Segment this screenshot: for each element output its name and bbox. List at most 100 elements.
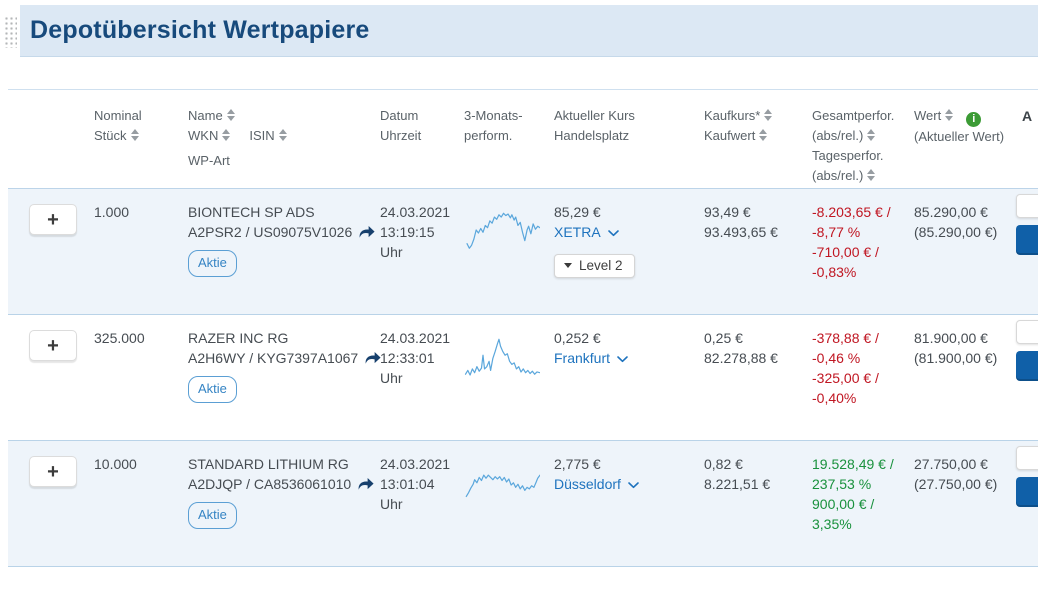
name-cell: RAZER INC RG A2H6WY / KYG7397A1067 Aktie — [182, 315, 381, 440]
wp-art-badge: Aktie — [188, 250, 237, 277]
datetime-cell: 24.03.2021 13:01:04 Uhr — [374, 441, 458, 566]
nominal-cell: 325.000 — [88, 315, 182, 440]
security-name: STANDARD LITHIUM RG — [188, 456, 349, 472]
nominal-value: 325.000 — [94, 330, 145, 346]
goto-security-arrow-icon[interactable] — [357, 477, 374, 491]
buy-cell: 0,25 € 82.278,88 € — [698, 315, 806, 440]
expand-row-button[interactable]: + — [29, 456, 77, 487]
header-datum: Datum Uhrzeit — [380, 108, 422, 143]
date: 24.03.2021 — [380, 330, 451, 346]
goto-security-arrow-icon[interactable] — [364, 351, 381, 365]
perf-total-rel: -8,77 % — [812, 224, 861, 240]
action-secondary-button[interactable] — [1016, 446, 1038, 470]
sort-icon-stueck[interactable] — [130, 129, 140, 141]
header-name: Name WKN ISIN WP-Art — [182, 106, 374, 188]
header-wert: Wert i (Aktueller Wert) — [914, 108, 1005, 144]
exchange-link[interactable]: Frankfurt — [554, 348, 628, 368]
table-row: + 325.000 RAZER INC RG A2H6WY / KYG7397A… — [8, 315, 1038, 441]
value: 85.290,00 € — [914, 204, 988, 220]
datetime-cell: 24.03.2021 13:19:15 Uhr — [374, 189, 458, 314]
value-current: (81.900,00 €) — [914, 350, 998, 366]
exchange-link[interactable]: XETRA — [554, 222, 619, 242]
sort-icon-wert[interactable] — [945, 109, 954, 121]
price-cell: 2,775 € Düsseldorf — [548, 441, 698, 566]
time: 13:01:04 Uhr — [380, 476, 435, 512]
expand-row-button[interactable]: + — [29, 330, 77, 361]
current-price: 0,252 € — [554, 330, 601, 346]
value-cell: 27.750,00 € (27.750,00 €) — [908, 441, 1016, 566]
goto-security-arrow-icon[interactable] — [358, 225, 375, 239]
sort-icon-wkn[interactable] — [222, 129, 231, 141]
performance-cell: 19.528,49 € / 237,53 % 900,00 € / 3,35% — [806, 441, 908, 566]
current-price: 85,29 € — [554, 204, 601, 220]
perf-total-abs: 19.528,49 € / — [812, 456, 894, 472]
header-aktionen: A — [1022, 108, 1033, 124]
three-month-sparkline — [465, 474, 541, 498]
sparkline-cell — [458, 315, 548, 440]
exchange-link[interactable]: Düsseldorf — [554, 474, 639, 494]
nominal-cell: 1.000 — [88, 189, 182, 314]
wkn-isin: A2DJQP / CA8536061010 — [188, 476, 352, 492]
sort-icon-isin[interactable] — [278, 129, 288, 141]
drag-dots-icon — [3, 14, 17, 48]
value: 81.900,00 € — [914, 330, 988, 346]
depot-table: Nominal Stück Name WKN ISIN WP-Art Datum … — [8, 89, 1038, 567]
expand-cell: + — [8, 315, 88, 440]
page-title: Depotübersicht Wertpapiere — [30, 16, 370, 44]
perf-day-abs: -325,00 € / — [812, 370, 879, 386]
sort-icon-tagesperf[interactable] — [867, 169, 876, 181]
date: 24.03.2021 — [380, 456, 451, 472]
expand-cell: + — [8, 441, 88, 566]
value-current: (85.290,00 €) — [914, 224, 998, 240]
action-secondary-button[interactable] — [1016, 320, 1038, 344]
three-month-sparkline — [466, 212, 541, 249]
perf-total-abs: -378,88 € / — [812, 330, 879, 346]
header-expand-spacer — [8, 106, 88, 188]
action-primary-button[interactable] — [1016, 225, 1038, 253]
action-primary-button[interactable] — [1016, 477, 1038, 505]
datetime-cell: 24.03.2021 12:33:01 Uhr — [374, 315, 458, 440]
time: 12:33:01 Uhr — [380, 350, 435, 386]
perf-day-abs: 900,00 € / — [812, 496, 875, 512]
performance-cell: -378,88 € / -0,46 % -325,00 € / -0,40% — [806, 315, 908, 440]
header-nominal: Nominal Stück — [94, 108, 142, 143]
perf-total-abs: -8.203,65 € / — [812, 204, 891, 220]
table-row: + 10.000 STANDARD LITHIUM RG A2DJQP / CA… — [8, 441, 1038, 567]
table-header-row: Nominal Stück Name WKN ISIN WP-Art Datum … — [8, 90, 1038, 189]
buy-price: 93,49 € — [704, 204, 751, 220]
module-header: Depotübersicht Wertpapiere — [0, 5, 1038, 57]
perf-day-abs: -710,00 € / — [812, 244, 879, 260]
chevron-down-icon — [607, 229, 619, 236]
actions-cell — [1016, 189, 1038, 314]
perf-total-rel: -0,46 % — [812, 350, 861, 366]
sort-icon-kaufkurs[interactable] — [764, 109, 773, 121]
perf-day-rel: 3,35% — [812, 516, 852, 532]
level2-button[interactable]: Level 2 — [554, 254, 635, 278]
nominal-cell: 10.000 — [88, 441, 182, 566]
wkn-isin: A2PSR2 / US09075V1026 — [188, 224, 353, 240]
name-cell: BIONTECH SP ADS A2PSR2 / US09075V1026 Ak… — [182, 189, 375, 314]
perf-day-rel: -0,83% — [812, 264, 857, 280]
price-cell: 0,252 € Frankfurt — [548, 315, 698, 440]
expand-row-button[interactable]: + — [29, 204, 77, 235]
wkn-isin: A2H6WY / KYG7397A1067 — [188, 350, 359, 366]
sort-icon-gesamtperf[interactable] — [867, 129, 876, 141]
drag-handle[interactable] — [0, 5, 20, 57]
buy-value: 8.221,51 € — [704, 476, 771, 492]
buy-price: 0,25 € — [704, 330, 743, 346]
sort-icon-kaufwert[interactable] — [759, 129, 768, 141]
nominal-value: 10.000 — [94, 456, 137, 472]
chevron-down-icon — [628, 481, 639, 488]
value-cell: 81.900,00 € (81.900,00 €) — [908, 315, 1016, 440]
value: 27.750,00 € — [914, 456, 988, 472]
info-icon[interactable]: i — [966, 112, 982, 127]
security-name: BIONTECH SP ADS — [188, 204, 315, 220]
action-secondary-button[interactable] — [1016, 194, 1038, 218]
action-primary-button[interactable] — [1016, 351, 1038, 379]
header-kaufkurs: Kaufkurs* Kaufwert — [698, 106, 806, 188]
title-bar: Depotübersicht Wertpapiere — [20, 5, 1038, 57]
chevron-down-icon — [617, 355, 628, 362]
three-month-sparkline — [464, 338, 541, 376]
sort-icon-name[interactable] — [226, 109, 236, 121]
date: 24.03.2021 — [380, 204, 451, 220]
